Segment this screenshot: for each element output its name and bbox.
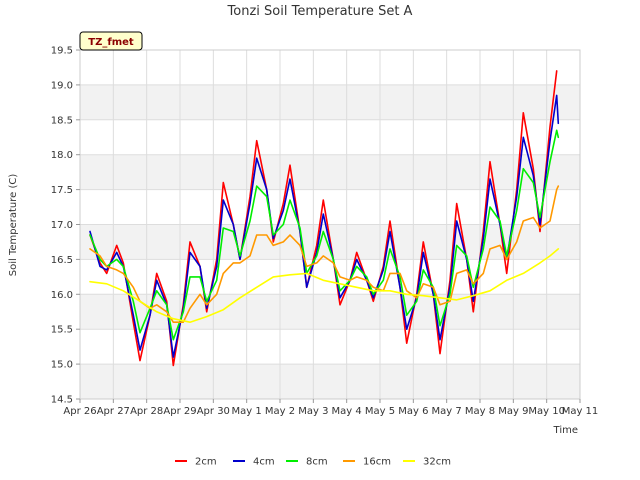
legend-item-8cm: 8cm: [286, 457, 328, 468]
x-tick-label: May 9: [498, 406, 528, 417]
y-tick-label: 17.5: [51, 185, 73, 196]
x-tick-label: Apr 30: [197, 406, 230, 417]
series-line-4cm: [89, 94, 560, 358]
y-tick-label: 16.5: [51, 255, 73, 266]
x-tick-label: May 6: [398, 406, 428, 417]
background-band: [80, 329, 580, 365]
series-lines: [89, 70, 560, 367]
x-tick-label: May 4: [332, 406, 362, 417]
background-band: [80, 294, 580, 330]
legend-item-32cm: 32cm: [403, 457, 451, 468]
x-tick-label: May 8: [465, 406, 495, 417]
y-tick-label: 18.0: [51, 150, 73, 161]
x-tick-label: May 11: [562, 406, 599, 417]
x-tick-label: May 2: [265, 406, 295, 417]
series-line-32cm: [89, 248, 560, 323]
y-tick-label: 15.0: [51, 360, 73, 371]
y-tick-label: 17.0: [51, 220, 73, 231]
x-axis: Apr 26 Apr 27 Apr 28 Apr 29 Apr 30 May 1 May 2…: [63, 399, 598, 417]
y-tick-label: 19.0: [51, 80, 73, 91]
background-band: [80, 50, 580, 85]
site-tag-box: [79, 31, 143, 51]
series-line-8cm: [89, 129, 560, 341]
y-tick-label: 14.5: [51, 395, 73, 406]
background-band: [80, 189, 580, 225]
legend-label: 4cm: [253, 457, 275, 468]
legend-item-16cm: 16cm: [343, 457, 391, 468]
legend-label: 16cm: [363, 457, 391, 468]
site-tag: TZ_fmet: [79, 31, 143, 51]
y-tick-label: 19.5: [51, 46, 73, 57]
legend-label: 8cm: [306, 457, 328, 468]
background-band: [80, 119, 580, 155]
y-tick-label: 16.0: [51, 290, 73, 301]
legend-item-2cm: 2cm: [175, 457, 217, 468]
x-tick-label: Apr 28: [130, 406, 163, 417]
x-tick-label: Apr 26: [63, 406, 96, 417]
background-band: [80, 259, 580, 295]
y-axis-title: Soil Temperature (C): [8, 174, 19, 277]
x-tick-label: May 3: [298, 406, 328, 417]
x-tick-label: May 7: [432, 406, 462, 417]
y-tick-label: 15.5: [51, 325, 73, 336]
background-band: [80, 84, 580, 120]
background-band: [80, 154, 580, 190]
legend-label: 32cm: [423, 457, 451, 468]
legend-item-4cm: 4cm: [233, 457, 275, 468]
x-tick-label: May 1: [232, 406, 262, 417]
legend: 2cm 4cm 8cm 16cm 32cm: [175, 457, 451, 468]
background-band: [80, 364, 580, 399]
y-axis: 14.5 15.0 15.5 16.0 16.5 17.0 17.5 18.0 18.5 19.0…: [51, 46, 80, 406]
legend-label: 2cm: [195, 457, 217, 468]
y-tick-label: 18.5: [51, 115, 73, 126]
x-tick-label: Apr 29: [163, 406, 196, 417]
x-tick-label: Apr 27: [97, 406, 130, 417]
x-axis-title: Time: [553, 425, 578, 436]
x-tick-label: May 10: [528, 406, 565, 417]
x-tick-label: May 5: [365, 406, 395, 417]
chart-title: Tonzi Soil Temperature Set A: [227, 4, 413, 19]
site-tag-label: TZ_fmet: [88, 37, 134, 48]
